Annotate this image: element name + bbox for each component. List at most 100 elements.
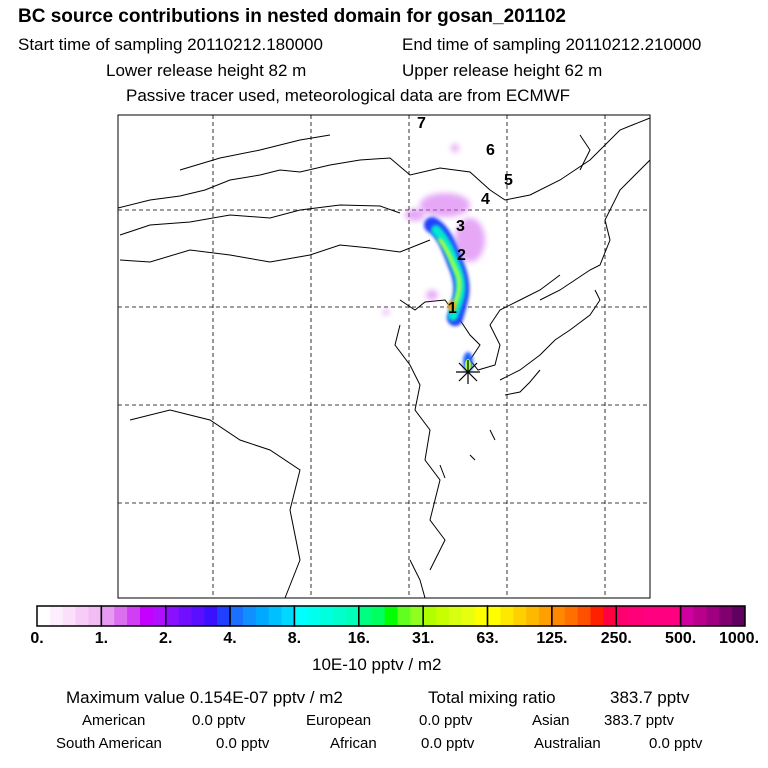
colorbar-tick-label: 31. [412,630,435,647]
colorbar-swatch [49,606,64,626]
colorbar-swatch [217,606,231,626]
region-european-value: 0.0 pptv [419,712,473,729]
colorbar-swatch [487,606,501,626]
colorbar-swatch [539,606,553,626]
colorbar-tick-label: 0. [30,630,44,647]
region-australian-value: 0.0 pptv [649,735,703,752]
colorbar-swatch [191,606,205,626]
colorbar-swatch [294,606,308,626]
start-time: Start time of sampling 20110212.180000 [18,35,323,54]
colorbar-swatch [590,606,604,626]
colorbar-swatch [577,606,592,626]
region-american-label: American [82,712,146,729]
colorbar-swatch [307,606,321,626]
colorbar-swatch [88,606,102,626]
colorbar-swatch [654,606,669,626]
colorbar-swatch [706,606,720,626]
colorbar-swatch [410,606,424,626]
colorbar-swatch [513,606,527,626]
colorbar-tick-label: 500. [665,630,697,647]
colorbar-swatch [436,606,450,626]
colorbar [36,605,746,627]
figure-title: BC source contributions in nested domain… [18,6,566,27]
region-australian-label: Australian [534,735,601,752]
colorbar-swatch [423,606,437,626]
colorbar-swatch [320,606,334,626]
colorbar-swatch [242,606,257,626]
upper-release-height: Upper release height 62 m [402,61,603,80]
colorbar-swatch [281,606,295,626]
colorbar-swatch [345,606,360,626]
receptor-star-icon [456,360,480,384]
colorbar-swatch [616,606,630,626]
colorbar-swatch [564,606,579,626]
grid-lines [118,115,650,598]
region-south-american-value: 0.0 pptv [216,735,270,752]
colorbar-swatch [101,606,115,626]
colorbar-swatch [268,606,283,626]
traj-label-4: 4 [481,191,490,208]
region-asian-label: Asian [532,712,570,729]
colorbar-swatch [384,606,398,626]
maximum-value: Maximum value 0.154E-07 pptv / m2 [66,688,343,707]
colorbar-swatch [165,606,180,626]
traj-label-5: 5 [504,172,513,189]
colorbar-swatch [62,606,77,626]
colorbar-swatch [397,606,411,626]
colorbar-swatch [230,606,244,626]
colorbar-swatch [667,606,682,626]
colorbar-tick-label: 16. [347,630,370,647]
colorbar-swatch [75,606,89,626]
colorbar-swatch [642,606,656,626]
colorbar-swatch [461,606,476,626]
colorbar-swatch [629,606,643,626]
colorbar-swatch [719,606,733,626]
colorbar-segment [679,605,746,627]
traj-label-7: 7 [417,115,426,132]
colorbar-swatch [732,606,746,626]
colorbar-unit: 10E-10 pptv / m2 [312,655,442,674]
colorbar-tick-label: 2. [159,630,173,647]
trajectory-labels: 1 2 3 4 5 6 7 [417,115,513,317]
colorbar-swatch [37,606,51,626]
colorbar-tick-label: 63. [476,630,499,647]
colorbar-swatch [603,606,617,626]
colorbar-swatch [526,606,540,626]
region-african-value: 0.0 pptv [421,735,475,752]
colorbar-swatch [693,606,707,626]
total-mixing-ratio-value: 383.7 pptv [610,688,690,707]
colorbar-swatch [551,606,566,626]
colorbar-swatch [500,606,514,626]
region-american-value: 0.0 pptv [192,712,246,729]
colorbar-swatch [139,606,154,626]
traj-label-1: 1 [448,300,457,317]
colorbar-swatch [255,606,270,626]
traj-label-3: 3 [456,218,465,235]
coastlines [117,117,651,599]
colorbar-swatch [127,606,141,626]
colorbar-swatch [680,606,695,626]
traj-label-2: 2 [457,247,466,264]
region-african-label: African [330,735,377,752]
colorbar-swatch [333,606,347,626]
colorbar-tick-label: 1. [94,630,109,647]
colorbar-swatch [358,606,373,626]
colorbar-tick-label: 250. [600,630,632,647]
region-south-american-label: South American [56,735,162,752]
colorbar-swatch [114,606,128,626]
colorbar-tick-label: 8. [287,630,302,647]
tracer-plume [383,144,485,372]
colorbar-swatch [448,606,463,626]
colorbar-swatch [152,606,167,626]
total-mixing-ratio-label: Total mixing ratio [428,688,556,707]
colorbar-tick-label: 1000. [718,630,760,647]
colorbar-tick-label: 4. [223,630,237,647]
traj-label-6: 6 [486,142,495,159]
tracer-note: Passive tracer used, meteorological data… [126,86,571,105]
colorbar-swatch [371,606,386,626]
region-european-label: European [306,712,372,729]
end-time: End time of sampling 20110212.210000 [402,35,702,54]
colorbar-swatch [474,606,489,626]
